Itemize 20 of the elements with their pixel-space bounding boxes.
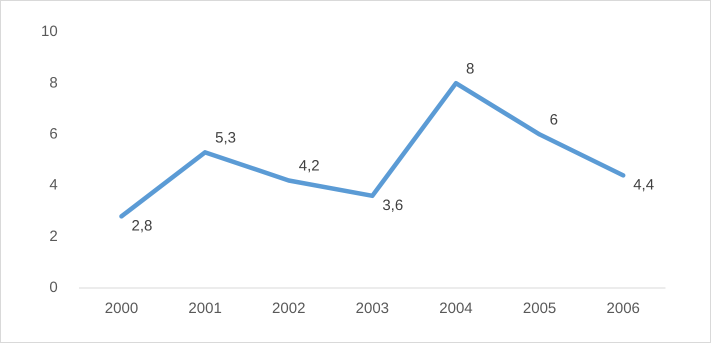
y-tick-label: 4 <box>49 176 58 194</box>
x-tick-label: 2006 <box>606 300 640 318</box>
data-label: 4,4 <box>633 176 654 194</box>
data-label: 5,3 <box>215 129 236 146</box>
x-tick-label: 2002 <box>272 300 306 318</box>
data-label: 2,8 <box>131 217 152 234</box>
y-tick-label: 0 <box>49 279 58 296</box>
x-tick-label: 2004 <box>439 300 473 318</box>
y-tick-label: 10 <box>40 23 58 40</box>
data-label: 8 <box>466 60 474 78</box>
data-label: 6 <box>550 112 558 129</box>
x-tick-label: 2005 <box>522 300 556 318</box>
y-tick-label: 8 <box>49 74 58 92</box>
x-tick-label: 2000 <box>104 300 138 318</box>
x-tick-label: 2001 <box>188 300 222 318</box>
x-tick-label: 2003 <box>356 300 390 318</box>
data-label: 3,6 <box>382 196 404 214</box>
data-label: 4,2 <box>298 158 320 175</box>
y-tick-label: 2 <box>49 228 58 245</box>
y-tick-label: 6 <box>49 126 58 143</box>
